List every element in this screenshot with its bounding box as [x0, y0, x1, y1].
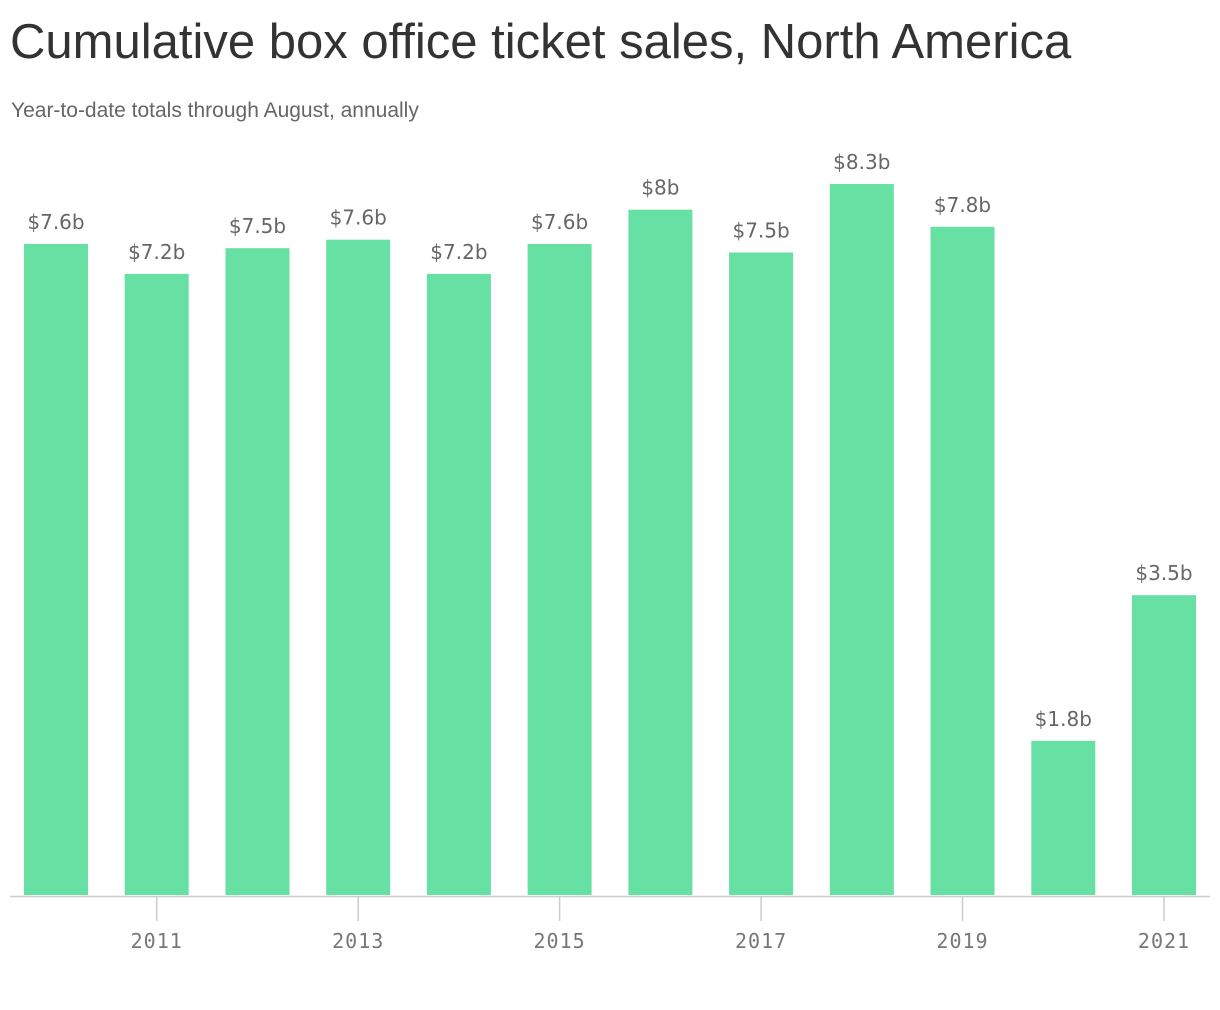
value-label-2010: $7.6b [27, 210, 84, 234]
value-label-2011: $7.2b [128, 240, 185, 264]
bar-2013 [326, 239, 391, 895]
value-label-2015: $7.6b [531, 210, 588, 234]
bar-2016 [628, 209, 693, 895]
bar-2012 [225, 248, 290, 895]
bar-2021 [1132, 595, 1196, 895]
value-label-2019: $7.8b [934, 193, 991, 217]
value-label-2020: $1.8b [1035, 707, 1092, 731]
x-tick-label-2013: 2013 [332, 929, 384, 953]
bar-2011 [124, 273, 189, 895]
x-tick-label-2021: 2021 [1138, 929, 1190, 953]
bar-2019 [930, 226, 995, 896]
value-labels-group: $7.6b $7.2b $7.5b $7.6b $7.2b $7.6b $8b $7.5b $8… [27, 150, 1192, 731]
bar-2015 [527, 244, 592, 895]
bar-2017 [729, 252, 794, 895]
value-label-2021: $3.5b [1135, 561, 1192, 585]
x-tick-label-2011: 2011 [131, 929, 183, 953]
x-axis-ticks-group: 2011 2013 2015 2017 2019 2021 [131, 896, 1190, 953]
x-tick-label-2015: 2015 [534, 929, 586, 953]
bars-group [24, 184, 1196, 896]
value-label-2016: $8b [641, 176, 679, 200]
x-tick-label-2017: 2017 [735, 929, 787, 953]
value-label-2018: $8.3b [833, 150, 890, 174]
bar-2018 [829, 184, 894, 895]
value-label-2012: $7.5b [229, 214, 286, 238]
value-label-2017: $7.5b [732, 219, 789, 243]
bar-2010 [24, 244, 88, 895]
bar-2014 [426, 273, 491, 895]
chart-title: Cumulative box office ticket sales, Nort… [10, 15, 1072, 69]
value-label-2014: $7.2b [430, 240, 487, 264]
value-label-2013: $7.6b [330, 206, 387, 230]
bar-2020 [1031, 740, 1096, 895]
chart-subtitle: Year-to-date totals through August, annu… [11, 99, 419, 122]
x-tick-label-2019: 2019 [936, 929, 988, 953]
